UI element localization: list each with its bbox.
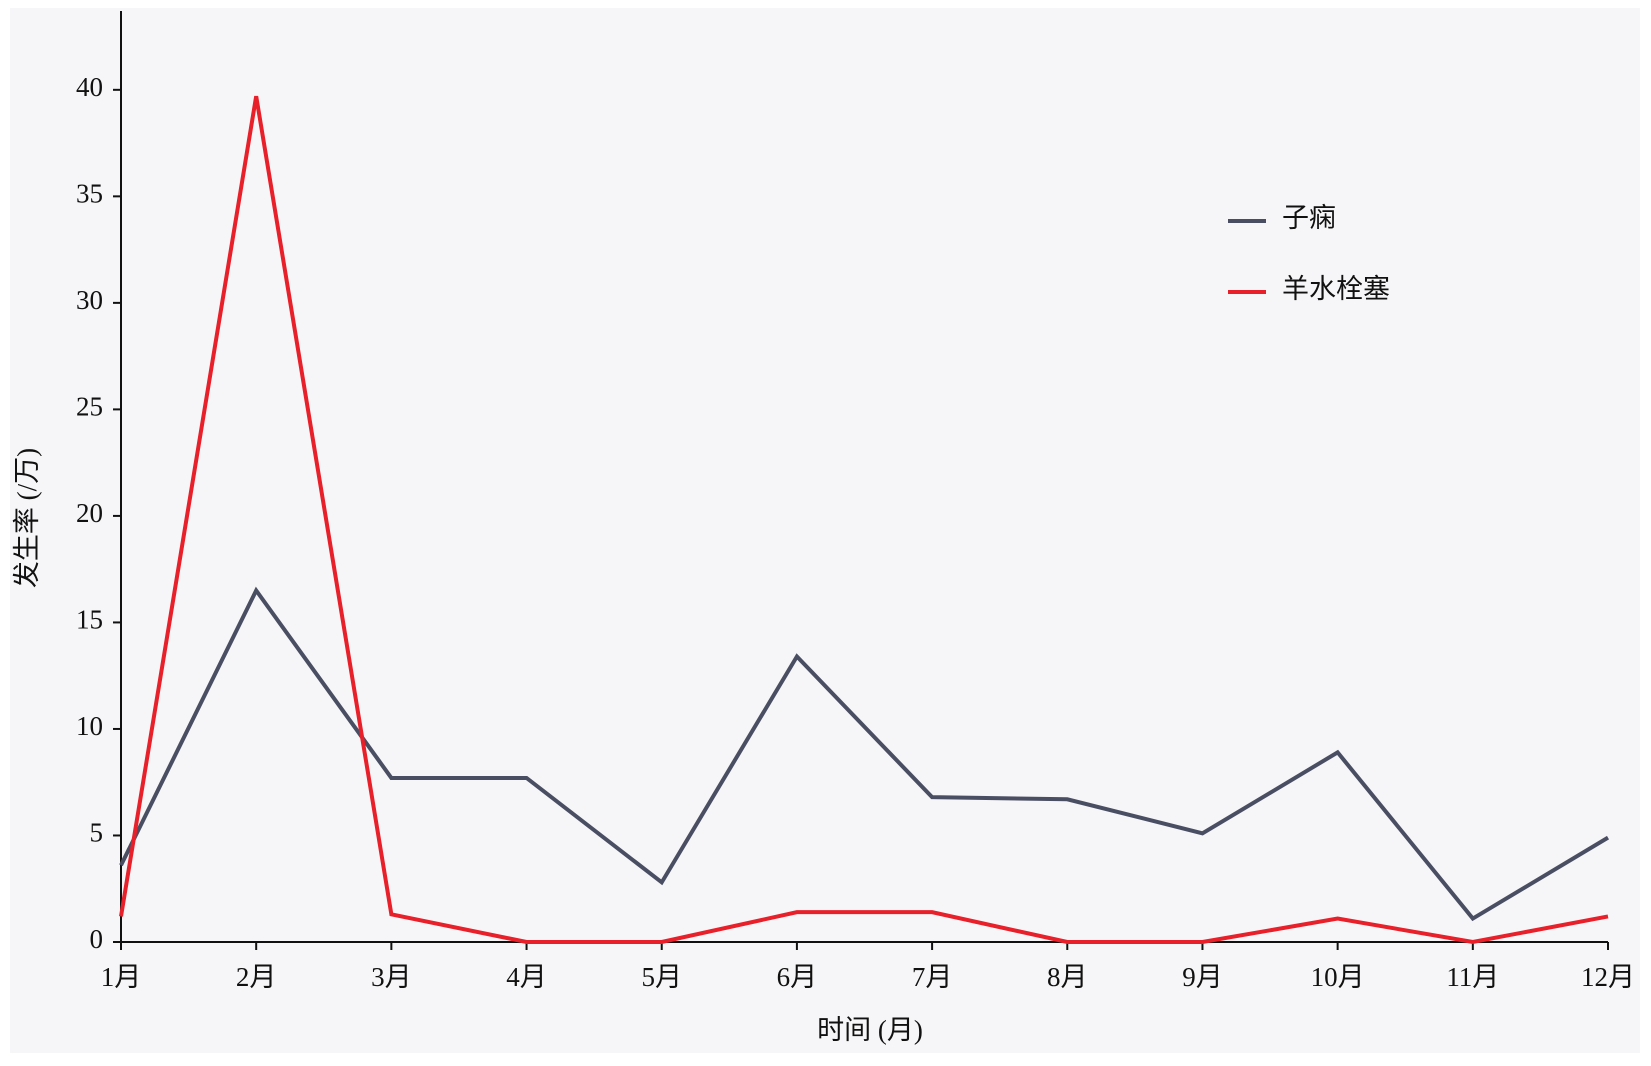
x-tick-label: 1月 — [101, 962, 142, 992]
y-tick-label: 40 — [76, 72, 103, 102]
y-tick-label: 25 — [76, 392, 103, 422]
x-axis-label: 时间 (月) — [817, 1015, 923, 1045]
x-tick-label: 10月 — [1311, 962, 1365, 992]
y-tick-label: 30 — [76, 285, 103, 315]
x-tick-label: 9月 — [1182, 962, 1223, 992]
legend-label: 羊水栓塞 — [1282, 274, 1390, 304]
x-tick-label: 11月 — [1446, 962, 1499, 992]
x-tick-label: 5月 — [641, 962, 682, 992]
x-tick-label: 4月 — [506, 962, 547, 992]
x-tick-label: 6月 — [777, 962, 818, 992]
y-tick-label: 0 — [90, 924, 104, 954]
line-series — [119, 586, 1610, 922]
x-tick-label: 2月 — [236, 962, 277, 992]
y-tick-label: 10 — [76, 711, 103, 741]
x-tick-label: 12月 — [1581, 962, 1635, 992]
background — [10, 8, 1640, 1053]
legend-label: 子痫 — [1282, 203, 1336, 233]
y-tick-label: 20 — [76, 498, 103, 528]
x-tick-label: 8月 — [1047, 962, 1088, 992]
x-tick-label: 3月 — [371, 962, 412, 992]
y-tick-label: 35 — [76, 179, 103, 209]
y-tick-label: 15 — [76, 605, 103, 635]
y-axis-label: 发生率 (/万) — [12, 448, 42, 588]
y-tick-label: 5 — [90, 818, 104, 848]
x-tick-label: 7月 — [912, 962, 953, 992]
line-series — [119, 95, 1609, 945]
